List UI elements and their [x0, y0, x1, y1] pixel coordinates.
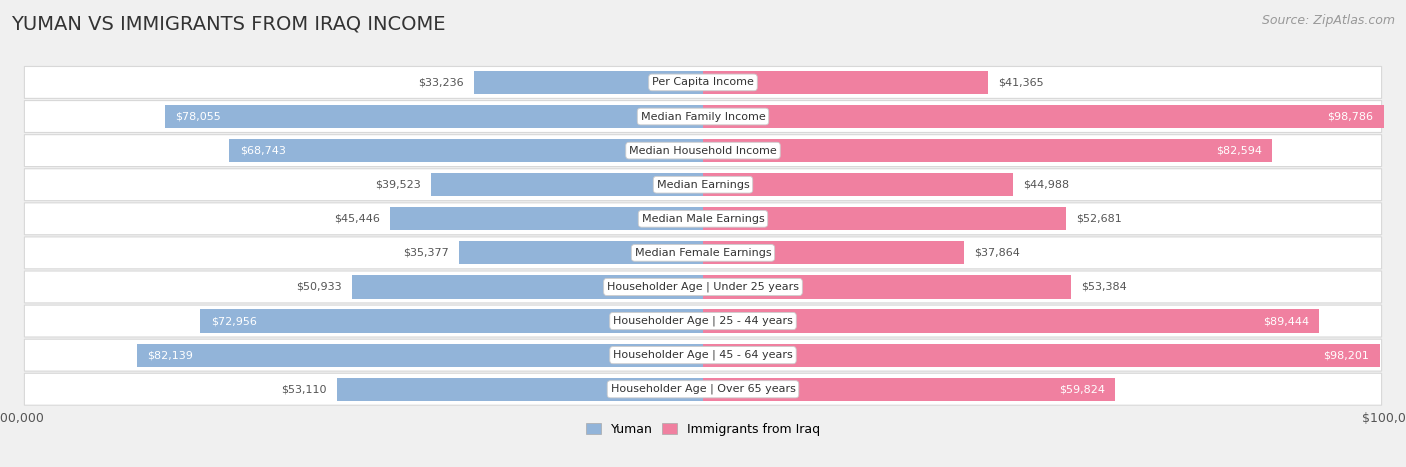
Text: $53,110: $53,110 [281, 384, 326, 394]
Bar [703, 139, 1272, 162]
Bar [201, 310, 703, 333]
FancyBboxPatch shape [24, 237, 1382, 269]
Text: $44,988: $44,988 [1024, 180, 1070, 190]
Bar [703, 207, 1066, 230]
Text: Per Capita Income: Per Capita Income [652, 78, 754, 87]
Text: $39,523: $39,523 [374, 180, 420, 190]
Text: YUMAN VS IMMIGRANTS FROM IRAQ INCOME: YUMAN VS IMMIGRANTS FROM IRAQ INCOME [11, 14, 446, 33]
Text: $68,743: $68,743 [240, 146, 285, 156]
Text: $37,864: $37,864 [974, 248, 1021, 258]
Bar [460, 241, 703, 264]
Text: Source: ZipAtlas.com: Source: ZipAtlas.com [1261, 14, 1395, 27]
Text: $33,236: $33,236 [418, 78, 464, 87]
Text: Median Female Earnings: Median Female Earnings [634, 248, 772, 258]
Bar [703, 276, 1071, 298]
Bar [703, 105, 1384, 128]
Text: Householder Age | Under 25 years: Householder Age | Under 25 years [607, 282, 799, 292]
Text: $35,377: $35,377 [404, 248, 449, 258]
Text: Householder Age | 25 - 44 years: Householder Age | 25 - 44 years [613, 316, 793, 326]
Bar [703, 344, 1379, 367]
Text: Median Household Income: Median Household Income [628, 146, 778, 156]
FancyBboxPatch shape [24, 373, 1382, 405]
FancyBboxPatch shape [24, 203, 1382, 235]
FancyBboxPatch shape [24, 169, 1382, 201]
Text: $89,444: $89,444 [1263, 316, 1309, 326]
Text: $98,786: $98,786 [1327, 112, 1374, 121]
Text: Householder Age | Over 65 years: Householder Age | Over 65 years [610, 384, 796, 395]
Text: $98,201: $98,201 [1323, 350, 1369, 360]
Text: $72,956: $72,956 [211, 316, 256, 326]
FancyBboxPatch shape [24, 305, 1382, 337]
Bar [389, 207, 703, 230]
Bar [229, 139, 703, 162]
FancyBboxPatch shape [24, 100, 1382, 133]
Text: $41,365: $41,365 [998, 78, 1043, 87]
Text: $52,681: $52,681 [1076, 214, 1122, 224]
Bar [430, 173, 703, 196]
Legend: Yuman, Immigrants from Iraq: Yuman, Immigrants from Iraq [581, 418, 825, 441]
Bar [352, 276, 703, 298]
Bar [703, 310, 1319, 333]
Text: $82,594: $82,594 [1216, 146, 1261, 156]
FancyBboxPatch shape [24, 339, 1382, 371]
Bar [474, 71, 703, 94]
Bar [703, 173, 1012, 196]
Bar [138, 344, 703, 367]
Text: $53,384: $53,384 [1081, 282, 1126, 292]
Text: $82,139: $82,139 [148, 350, 193, 360]
Bar [703, 378, 1115, 401]
FancyBboxPatch shape [24, 271, 1382, 303]
Text: $45,446: $45,446 [333, 214, 380, 224]
Text: Householder Age | 45 - 64 years: Householder Age | 45 - 64 years [613, 350, 793, 361]
Text: $59,824: $59,824 [1059, 384, 1105, 394]
Text: Median Male Earnings: Median Male Earnings [641, 214, 765, 224]
Bar [703, 241, 965, 264]
Text: $78,055: $78,055 [176, 112, 221, 121]
FancyBboxPatch shape [24, 66, 1382, 99]
Text: $50,933: $50,933 [297, 282, 342, 292]
Text: Median Earnings: Median Earnings [657, 180, 749, 190]
Bar [337, 378, 703, 401]
Text: Median Family Income: Median Family Income [641, 112, 765, 121]
Bar [703, 71, 988, 94]
Bar [166, 105, 703, 128]
FancyBboxPatch shape [24, 134, 1382, 167]
